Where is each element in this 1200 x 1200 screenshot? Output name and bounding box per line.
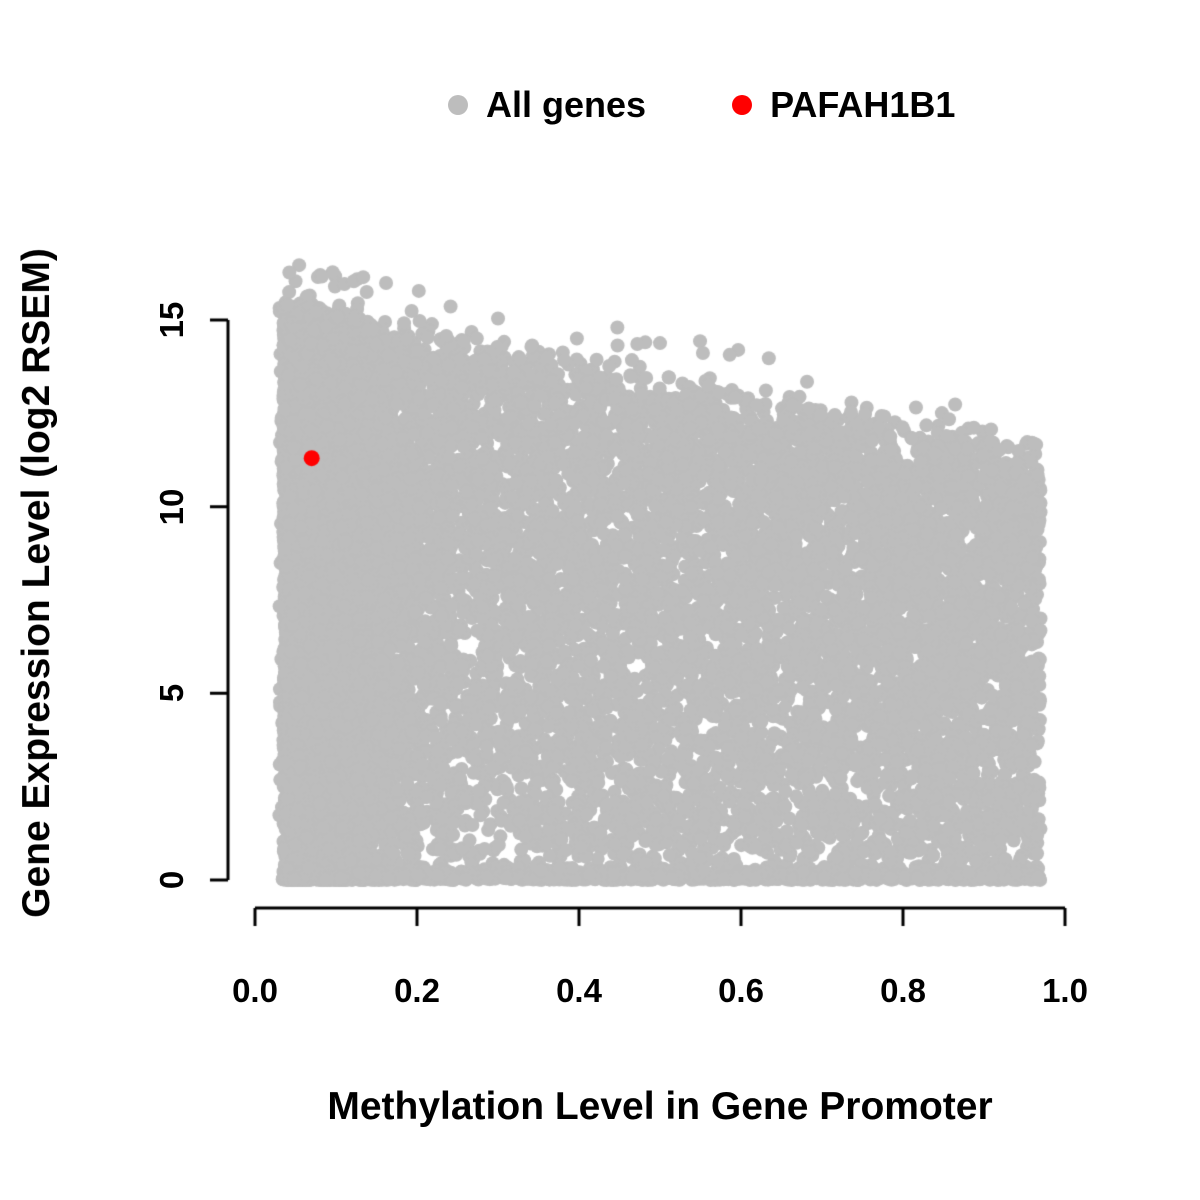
legend-label-all-genes: All genes [486, 84, 647, 125]
legend: All genes PAFAH1B1 [448, 84, 955, 126]
legend-item-all-genes: All genes [448, 84, 646, 126]
legend-label-pafah1b1: PAFAH1B1 [770, 84, 956, 125]
legend-item-pafah1b1: PAFAH1B1 [732, 84, 955, 126]
pafah1b1-point-icon [732, 95, 753, 115]
all-genes-point-icon [448, 95, 468, 115]
x-axis-label: Methylation Level in Gene Promoter [327, 1085, 993, 1128]
y-axis-label: Gene Expression Level (log2 RSEM) [15, 248, 58, 918]
